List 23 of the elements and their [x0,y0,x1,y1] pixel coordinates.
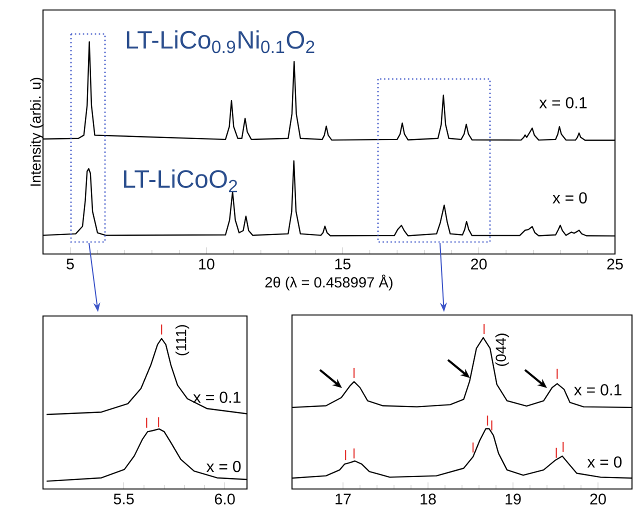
annotation: (111) [176,325,190,356]
series-label: x = 0.1 [193,392,240,403]
x-tick-label: 6.0 [214,494,235,505]
series-label: x = 0 [587,456,622,468]
x-tick-label: 20 [471,258,487,270]
x-tick-label: 15 [335,258,350,270]
x-tick-label: 17 [336,494,351,504]
annotation: (044) [495,334,509,366]
series-label: x = 0 [552,192,587,204]
x-tick-label: 10 [199,258,214,270]
x-tick-label: 18 [420,494,436,505]
series-label: x = 0 [206,460,241,472]
legend-label: x = 0.1 [574,384,622,396]
annotation: LT-LiCoO$_{2}$ [124,169,238,192]
x-axis-title: 2θ (λ = 0.458997 Å) [265,274,392,290]
x-tick-label: 20 [590,494,606,505]
x-tick-label: 19 [506,494,521,505]
series-label: x = 0.1 [539,97,587,108]
x-tick-label: 5 [66,258,74,270]
y-axis-title: Intensity (arbi. u) [30,78,44,186]
annotation: LT-LiCo$_{0.9}$Ni$_{0.1}$O$_{2}$ [126,30,314,54]
x-tick-label: 5.5 [114,494,134,504]
x-tick-label: 25 [607,258,623,270]
